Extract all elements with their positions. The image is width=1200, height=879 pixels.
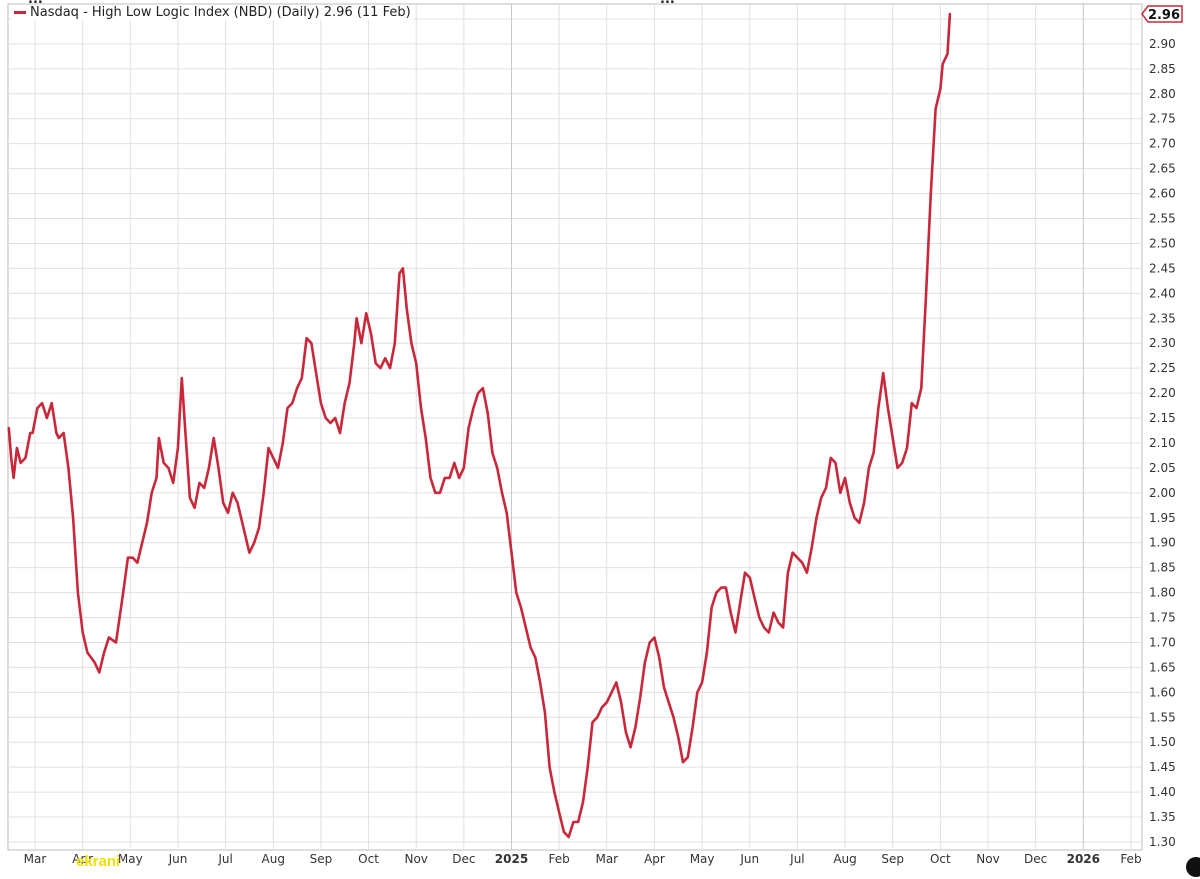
y-tick-label: 2.20	[1149, 386, 1176, 400]
x-tick-label: Jul	[217, 852, 232, 866]
y-tick-label: 2.25	[1149, 361, 1176, 375]
legend-swatch	[14, 11, 26, 14]
y-tick-label: 1.90	[1149, 536, 1176, 550]
y-axis-ticks: 1.30 1.35 1.40 1.45 1.50 1.55 1.60 1.65 1.70 1.75…	[1149, 37, 1176, 849]
x-tick-label: Mar	[595, 852, 618, 866]
y-tick-label: 1.30	[1149, 835, 1176, 849]
x-tick-label: Apr	[644, 852, 665, 866]
y-tick-label: 2.50	[1149, 236, 1176, 250]
x-tick-label: Oct	[930, 852, 951, 866]
y-tick-label: 2.10	[1149, 436, 1176, 450]
x-tick-label: Dec	[452, 852, 475, 866]
y-tick-label: 2.35	[1149, 311, 1176, 325]
last-value-box	[1141, 5, 1183, 23]
x-tick-label: Apr	[72, 852, 93, 866]
header-fragment-left: ...	[28, 0, 43, 7]
x-tick-label: 2026	[1067, 852, 1100, 866]
x-tick-label: Sep	[310, 852, 333, 866]
y-tick-label: 2.15	[1149, 411, 1176, 425]
watermark-text: ekrani	[76, 853, 121, 870]
last-value-marker: 2.96	[1141, 5, 1183, 23]
y-tick-label: 1.75	[1149, 611, 1176, 625]
header-fragment-right: ...	[660, 0, 675, 7]
series-line	[7, 12, 952, 839]
x-tick-label: Nov	[976, 852, 999, 866]
y-tick-label: 1.60	[1149, 685, 1176, 699]
y-tick-label: 1.85	[1149, 561, 1176, 575]
x-tick-label: Feb	[549, 852, 570, 866]
x-tick-label: Jun	[739, 852, 759, 866]
y-tick-label: 1.80	[1149, 586, 1176, 600]
x-axis-ticks: Mar Apr May Jun Jul Aug Sep Oct Nov Dec 2025 Feb Mar…	[24, 852, 1142, 866]
x-tick-label: Feb	[1120, 852, 1141, 866]
x-tick-label: May	[690, 852, 715, 866]
y-tick-label: 1.65	[1149, 660, 1176, 674]
x-tick-label: Jul	[789, 852, 804, 866]
x-tick-label: May	[118, 852, 143, 866]
x-tick-label: Oct	[358, 852, 379, 866]
y-tick-label: 2.40	[1149, 286, 1176, 300]
y-tick-label: 1.40	[1149, 785, 1176, 799]
y-tick-label: 2.60	[1149, 187, 1176, 201]
x-tick-label: 2025	[495, 852, 528, 866]
series-layer	[7, 12, 952, 839]
chart-legend: Nasdaq - High Low Logic Index (NBD) (Dai…	[12, 5, 413, 20]
y-tick-label: 1.70	[1149, 635, 1176, 649]
y-tick-label: 2.80	[1149, 87, 1176, 101]
y-tick-label: 2.75	[1149, 112, 1176, 126]
x-tick-label: Mar	[24, 852, 47, 866]
x-tick-label: Nov	[404, 852, 427, 866]
y-tick-label: 2.85	[1149, 62, 1176, 76]
y-tick-label: 2.55	[1149, 212, 1176, 226]
legend-title: Nasdaq - High Low Logic Index (NBD) (Dai…	[30, 5, 411, 20]
x-tick-label: Sep	[881, 852, 904, 866]
y-tick-label: 1.55	[1149, 710, 1176, 724]
y-tick-label: 1.35	[1149, 810, 1176, 824]
x-tick-label: Jun	[168, 852, 188, 866]
last-value-label: 2.96	[1148, 8, 1180, 23]
y-tick-label: 2.00	[1149, 486, 1176, 500]
y-tick-label: 2.65	[1149, 162, 1176, 176]
corner-dot-icon	[1186, 857, 1200, 877]
y-tick-label: 2.05	[1149, 461, 1176, 475]
x-tick-label: Dec	[1024, 852, 1047, 866]
y-tick-label: 2.70	[1149, 137, 1176, 151]
x-tick-label: Aug	[833, 852, 856, 866]
plot-area-background	[7, 3, 1143, 851]
y-tick-label: 2.45	[1149, 261, 1176, 275]
y-tick-label: 1.45	[1149, 760, 1176, 774]
y-tick-label: 2.30	[1149, 336, 1176, 350]
y-tick-label: 1.95	[1149, 511, 1176, 525]
y-tick-label: 1.50	[1149, 735, 1176, 749]
x-tick-label: Aug	[262, 852, 285, 866]
y-tick-label: 2.90	[1149, 37, 1176, 51]
